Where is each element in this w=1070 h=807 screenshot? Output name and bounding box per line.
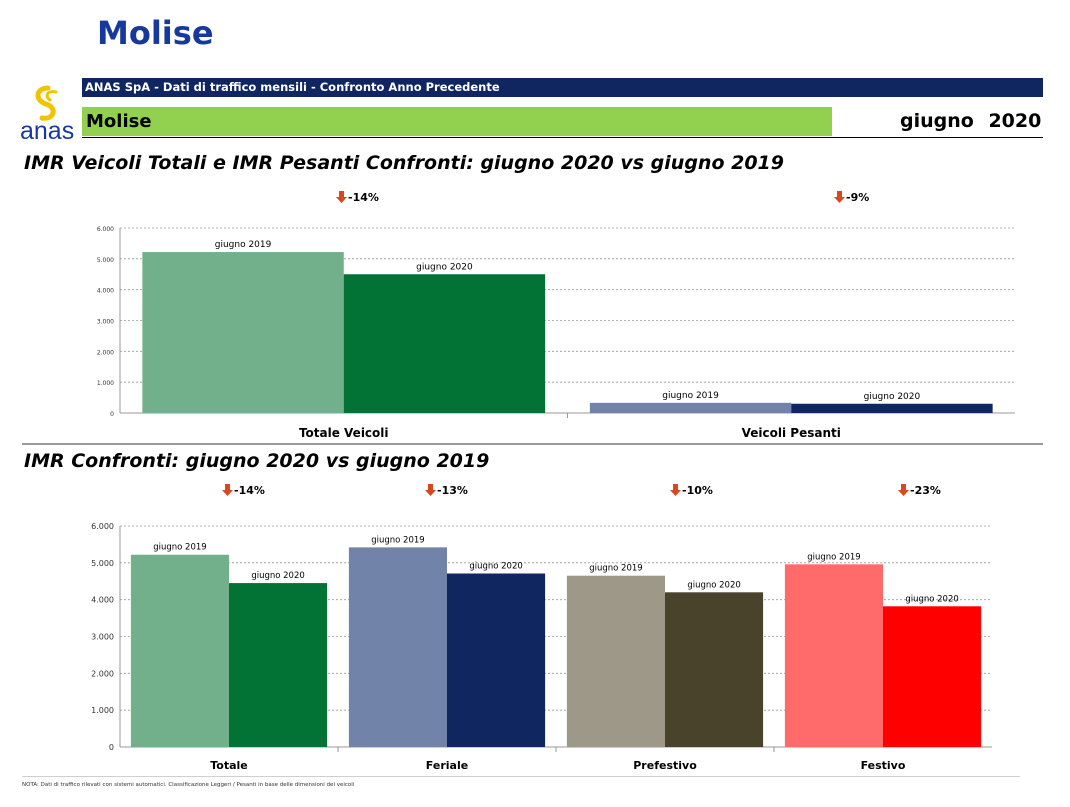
period-month: giugno: [900, 110, 974, 132]
bar-giugno-2019-totale: [130, 554, 229, 747]
y-tick-label: 4.000: [91, 596, 114, 605]
change-festivo: -23%: [898, 484, 941, 497]
bar-giugno-2020-totale: [229, 583, 328, 747]
section2-title: IMR Confronti: giugno 2020 vs giugno 201…: [24, 450, 490, 472]
change-value: -23%: [910, 484, 941, 497]
data-label: giugno 2019: [589, 564, 642, 574]
bar-giugno-2019-festivo: [784, 564, 883, 747]
category-label: Totale: [210, 759, 248, 772]
y-tick-label: 2.000: [91, 669, 114, 678]
data-label: giugno 2019: [807, 552, 860, 562]
header-divider: [82, 137, 1043, 138]
data-label: giugno 2020: [469, 562, 522, 572]
bar-giugno-2019-totale-veicoli: [142, 252, 344, 413]
footnote: NOTA: Dati di traffico rilevati con sist…: [22, 782, 355, 788]
change-value: -9%: [846, 191, 870, 204]
data-label: giugno 2020: [687, 580, 740, 590]
bar-giugno-2019-veicoli-pesanti: [589, 402, 792, 413]
change-value: -14%: [234, 484, 265, 497]
bar-giugno-2020-veicoli-pesanti: [791, 403, 993, 413]
category-label: Feriale: [426, 759, 468, 772]
footer-divider: [22, 776, 1020, 777]
y-tick-label: 4.000: [97, 288, 114, 295]
data-label: giugno 2020: [416, 262, 473, 272]
down-arrow-icon: [670, 484, 681, 496]
bar-giugno-2020-totale-veicoli: [343, 274, 546, 413]
change-value: -14%: [348, 191, 379, 204]
y-tick-label: 1.000: [97, 380, 114, 387]
y-tick-label: 3.000: [97, 319, 114, 326]
down-arrow-icon: [336, 191, 347, 203]
period-year: 2020: [988, 110, 1042, 132]
chart-imr-confronti: 0 1.000 2.000 3.000 4.000 5.000 6.000 giugno 20…: [91, 522, 992, 772]
bar-giugno-2020-feriale: [447, 573, 546, 747]
data-label: giugno 2019: [662, 391, 719, 401]
category-label: Veicoli Pesanti: [742, 426, 841, 440]
data-label: giugno 2019: [371, 535, 424, 545]
logo-text: anas: [20, 117, 75, 145]
y-tick-label: 5.000: [97, 257, 114, 264]
page-title: Molise: [97, 14, 214, 52]
down-arrow-icon: [222, 484, 233, 496]
change-totale: -14%: [222, 484, 265, 497]
anas-logo-icon: [35, 85, 58, 121]
data-label: giugno 2019: [215, 240, 272, 250]
y-tick-label: 6.000: [91, 522, 114, 531]
change-value: -13%: [437, 484, 468, 497]
bar-giugno-2019-prefestivo: [566, 575, 665, 747]
period-label: giugno 2020: [900, 110, 1041, 132]
category-label: Festivo: [861, 759, 906, 772]
region-bar: Molise: [82, 107, 832, 136]
down-arrow-icon: [425, 484, 436, 496]
bar-giugno-2020-prefestivo: [665, 592, 764, 747]
bar-giugno-2019-feriale: [348, 547, 447, 747]
section-divider: [22, 443, 1043, 445]
data-label: giugno 2020: [864, 392, 921, 402]
y-tick-label: 1.000: [91, 706, 114, 715]
y-tick-label: 0: [109, 743, 114, 752]
down-arrow-icon: [834, 191, 845, 203]
data-label: giugno 2020: [251, 571, 304, 581]
change-value: -10%: [682, 484, 713, 497]
y-tick-label: 0: [110, 411, 114, 418]
chart-veicoli-totali-pesanti: 0 1.000 2.000 3.000 4.000 5.000 6.000 giugno 20…: [97, 226, 1015, 440]
down-arrow-icon: [898, 484, 909, 496]
change-veicoli-pesanti: -9%: [834, 191, 869, 204]
y-tick-label: 2.000: [97, 349, 114, 356]
category-label: Prefestivo: [633, 759, 697, 772]
change-prefestivo: -10%: [670, 484, 713, 497]
category-label: Totale Veicoli: [299, 426, 389, 440]
change-totale-veicoli: -14%: [336, 191, 379, 204]
bar-giugno-2020-festivo: [883, 606, 982, 747]
data-label: giugno 2020: [905, 594, 958, 604]
data-label: giugno 2019: [153, 543, 206, 553]
section1-title: IMR Veicoli Totali e IMR Pesanti Confron…: [24, 152, 784, 174]
y-tick-label: 3.000: [91, 633, 114, 642]
y-tick-label: 6.000: [97, 226, 114, 233]
change-feriale: -13%: [425, 484, 468, 497]
header-banner: ANAS SpA - Dati di traffico mensili - Co…: [82, 78, 1043, 97]
y-tick-label: 5.000: [91, 559, 114, 568]
